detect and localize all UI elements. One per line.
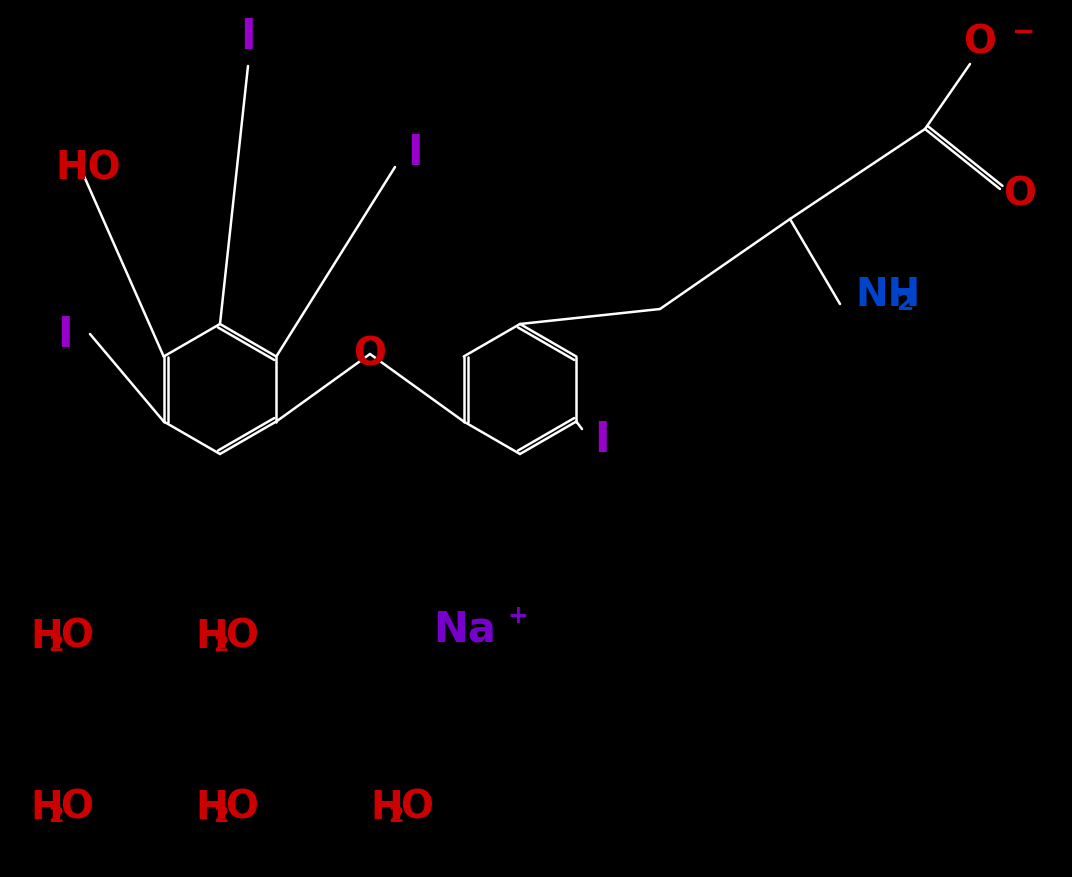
Text: O: O (225, 617, 258, 655)
Text: Na: Na (433, 609, 496, 650)
Text: O: O (225, 788, 258, 826)
Text: NH: NH (855, 275, 920, 314)
Text: 2: 2 (213, 805, 228, 825)
Text: O: O (400, 788, 433, 826)
Text: 2: 2 (48, 634, 63, 654)
Text: I: I (240, 16, 256, 58)
Text: O: O (964, 23, 997, 61)
Text: −: − (1012, 18, 1036, 46)
Text: H: H (195, 788, 227, 826)
Text: I: I (407, 132, 422, 174)
Text: H: H (195, 617, 227, 655)
Text: +: + (507, 603, 527, 627)
Text: I: I (57, 314, 73, 355)
Text: 2: 2 (897, 290, 914, 315)
Text: 2: 2 (388, 805, 403, 825)
Text: H: H (370, 788, 403, 826)
Text: O: O (354, 336, 387, 374)
Text: O: O (60, 617, 93, 655)
Text: 2: 2 (48, 805, 63, 825)
Text: H: H (30, 617, 62, 655)
Text: H: H (30, 788, 62, 826)
Text: 2: 2 (213, 634, 228, 654)
Text: O: O (1003, 175, 1037, 214)
Text: O: O (60, 788, 93, 826)
Text: HO: HO (55, 149, 121, 187)
Text: I: I (594, 418, 610, 460)
